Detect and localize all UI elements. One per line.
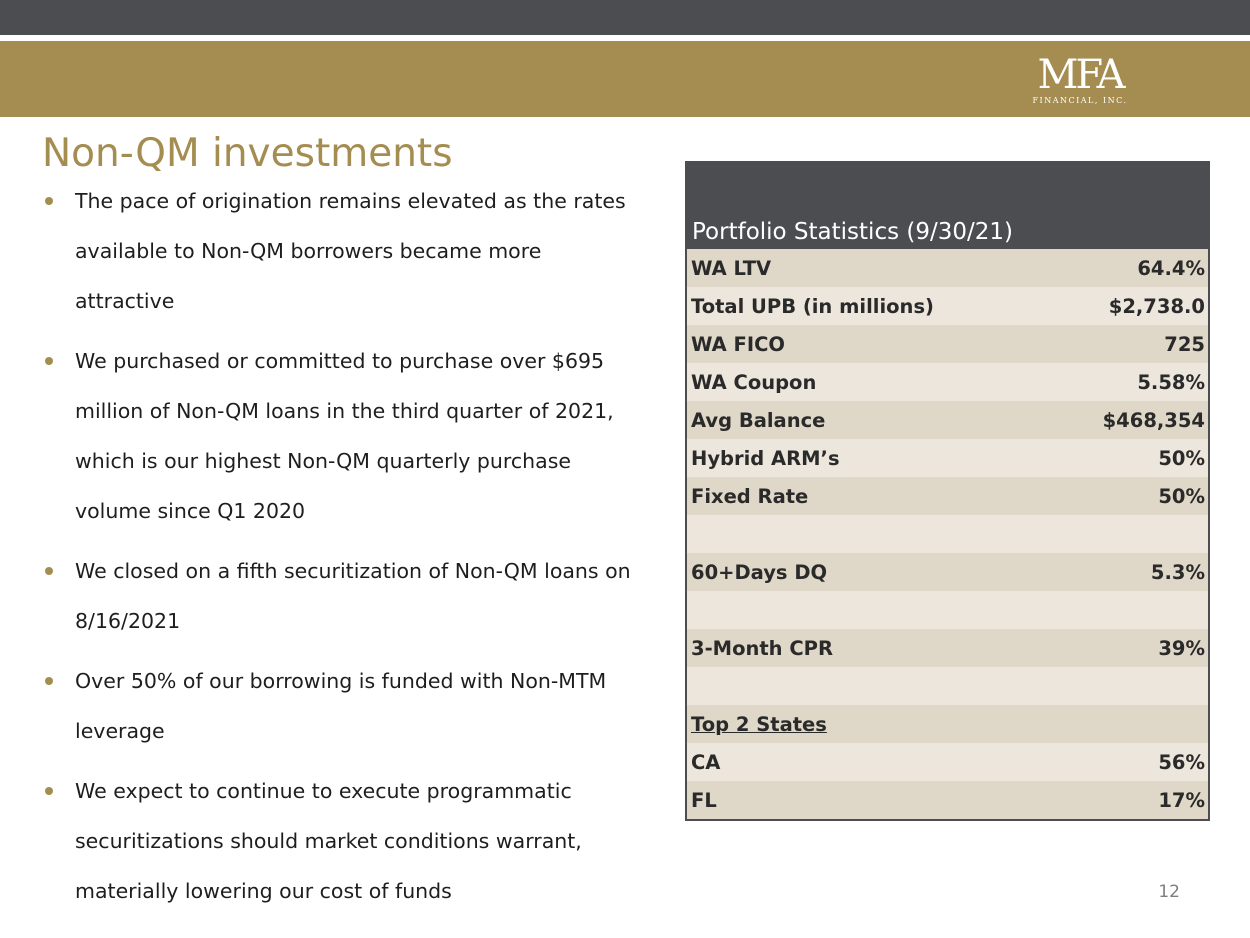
row-label: WA LTV: [686, 249, 996, 287]
page-number: 12: [1158, 882, 1180, 902]
bullet-dot-icon: [45, 567, 53, 575]
table-row-spacer: [686, 515, 1209, 553]
table-row-section: Top 2 States: [686, 705, 1209, 743]
row-value: 50%: [996, 477, 1209, 515]
bullet-text: Over 50% of our borrowing is funded with…: [75, 669, 607, 743]
top-dark-bar: [0, 0, 1250, 35]
logo-subtext: FINANCIAL, INC.: [1032, 96, 1128, 105]
row-label: CA: [686, 743, 996, 781]
portfolio-statistics-table: Portfolio Statistics (9/30/21) WA LTV 64…: [685, 161, 1210, 821]
header-gold-bar: [0, 41, 1250, 117]
table-row: Fixed Rate 50%: [686, 477, 1209, 515]
logo-wordmark: MFA: [1037, 52, 1125, 98]
table-row: WA Coupon 5.58%: [686, 363, 1209, 401]
table-row: WA LTV 64.4%: [686, 249, 1209, 287]
bullet-text: We expect to continue to execute program…: [75, 779, 582, 903]
row-value: 5.3%: [996, 553, 1209, 591]
row-value: 56%: [996, 743, 1209, 781]
table-header: Portfolio Statistics (9/30/21): [686, 162, 1209, 249]
row-label: [686, 667, 996, 705]
table-row-spacer: [686, 591, 1209, 629]
row-label: 60+Days DQ: [686, 553, 996, 591]
row-value: $468,354: [996, 401, 1209, 439]
row-label: WA Coupon: [686, 363, 996, 401]
row-label: Hybrid ARM’s: [686, 439, 996, 477]
row-label: Avg Balance: [686, 401, 996, 439]
bullet-item: We expect to continue to execute program…: [44, 766, 644, 916]
row-label: [686, 515, 996, 553]
slide-title: Non-QM investments: [42, 131, 453, 176]
row-value: $2,738.0: [996, 287, 1209, 325]
row-label: [686, 591, 996, 629]
row-value: 5.58%: [996, 363, 1209, 401]
bullet-text: We closed on a fifth securitization of N…: [75, 559, 631, 633]
table-row: FL 17%: [686, 781, 1209, 820]
row-value: [996, 515, 1209, 553]
row-value: 50%: [996, 439, 1209, 477]
bullet-list: The pace of origination remains elevated…: [44, 176, 644, 926]
table-header-row: Portfolio Statistics (9/30/21): [686, 162, 1209, 249]
bullet-item: Over 50% of our borrowing is funded with…: [44, 656, 644, 756]
row-label: Total UPB (in millions): [686, 287, 996, 325]
bullet-text: The pace of origination remains elevated…: [75, 189, 626, 313]
table-row: 3-Month CPR 39%: [686, 629, 1209, 667]
section-label: Top 2 States: [686, 705, 996, 743]
bullet-item: The pace of origination remains elevated…: [44, 176, 644, 326]
bullet-item: We closed on a fifth securitization of N…: [44, 546, 644, 646]
table-row-spacer: [686, 667, 1209, 705]
bullet-dot-icon: [45, 677, 53, 685]
row-label: FL: [686, 781, 996, 820]
table-row: WA FICO 725: [686, 325, 1209, 363]
row-value: [996, 667, 1209, 705]
table-row: Total UPB (in millions) $2,738.0: [686, 287, 1209, 325]
row-label: 3-Month CPR: [686, 629, 996, 667]
row-value: [996, 705, 1209, 743]
table-row: 60+Days DQ 5.3%: [686, 553, 1209, 591]
bullet-dot-icon: [45, 197, 53, 205]
mfa-logo: MFA FINANCIAL, INC.: [1018, 54, 1142, 108]
row-label: WA FICO: [686, 325, 996, 363]
bullet-item: We purchased or committed to purchase ov…: [44, 336, 644, 536]
row-value: 39%: [996, 629, 1209, 667]
bullet-text: We purchased or committed to purchase ov…: [75, 349, 614, 523]
row-value: 64.4%: [996, 249, 1209, 287]
bullet-dot-icon: [45, 357, 53, 365]
bullet-dot-icon: [45, 787, 53, 795]
table-row: CA 56%: [686, 743, 1209, 781]
row-value: 725: [996, 325, 1209, 363]
table-row: Avg Balance $468,354: [686, 401, 1209, 439]
row-value: [996, 591, 1209, 629]
row-value: 17%: [996, 781, 1209, 820]
table-row: Hybrid ARM’s 50%: [686, 439, 1209, 477]
row-label: Fixed Rate: [686, 477, 996, 515]
